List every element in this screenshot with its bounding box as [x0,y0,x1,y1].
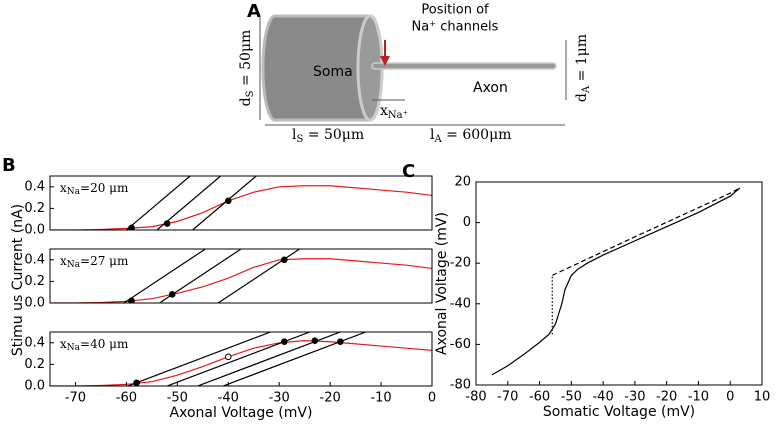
x-tick-label: -70 [65,391,86,406]
annotation: xNa=27 μm [60,254,129,270]
series-line [192,176,257,230]
y-tick-label: -80 [450,378,471,393]
point [280,338,288,346]
panel-label: C [402,161,415,182]
point [168,291,176,298]
y-tick-label: 0 [463,215,471,230]
y-tick-label: 0.2 [24,201,45,216]
y-tick-label: 0.2 [24,274,45,289]
axon-diameter: dA = 1μm [574,34,592,102]
x-tick-label: 10 [754,390,771,405]
point [337,338,344,346]
x-tick-label: -10 [688,390,709,405]
y-tick-label: 0.2 [24,357,45,372]
x-tick-label: -40 [218,391,239,406]
series-line [127,332,271,386]
point [133,379,140,386]
axon-length: lA = 600μm [430,127,511,145]
series-line [197,332,341,386]
x-tick-label: -80 [465,390,486,405]
x-tick-label: -20 [320,391,341,406]
point [163,220,171,227]
panel-label: B [2,155,16,176]
y-tick-label: -60 [450,337,471,352]
y-tick-label: 0.0 [24,296,45,311]
series-line [123,249,206,303]
point [280,256,288,264]
axes-frame [49,331,433,387]
y-tick-label: -20 [450,256,471,271]
point [311,337,319,344]
series-line [50,185,432,230]
plot-area [50,249,432,303]
y-axis-label: Axonal Voltage (mV) [434,212,450,355]
y-tick-label: 0.0 [24,379,45,394]
axes-frame [475,181,763,386]
y-tick-label: 0.4 [24,252,45,267]
x-tick-label: -50 [167,391,188,406]
soma-length: lS = 50μm [292,127,364,145]
series-line [166,332,310,386]
x-tick-label: -10 [370,391,391,406]
soma-label: Soma [313,64,353,80]
y-tick-label: -40 [450,296,471,311]
panel-label: A [247,1,261,22]
point [224,197,232,205]
axon-label: Axon [473,80,508,96]
y-axis-label: Stimu us Current (nA) [10,204,26,356]
y-tick-label: 20 [454,175,471,190]
x-tick-label: -60 [529,390,550,405]
plot-area [50,332,432,386]
panel-a: A Soma Axon Position of Na⁺ channels dS … [238,1,592,145]
point [224,353,232,361]
series-line [217,249,300,303]
x-tick-label: -30 [269,391,290,406]
axes-frame [49,248,433,304]
y-tick-label: 0.0 [24,223,45,238]
x-tick-label: 0 [428,391,436,406]
axon-shape [371,62,557,70]
point [128,224,135,230]
y-tick-label: 0.4 [24,335,45,350]
channel-label: Na⁺ channels [412,20,499,35]
axes-frame [49,175,433,231]
x-tick-label: -30 [624,390,645,405]
series-line [50,258,432,303]
x-tick-label: -70 [497,390,518,405]
x-tick-label: -20 [656,390,677,405]
annotation: xNa=40 μm [60,337,129,353]
channel-label: Position of [421,3,489,18]
channel-arrow-head [380,56,390,66]
soma-diameter: dS = 50μm [238,30,256,107]
series-line [552,187,741,276]
y-tick-label: 0.4 [24,179,45,194]
x-tick-label: -50 [561,390,582,405]
x-tick-label: 0 [726,390,734,405]
series-line [491,187,741,376]
x-axis-label: Axonal Voltage (mV) [170,405,313,421]
x-axis-label: Somatic Voltage (mV) [543,404,695,420]
plot-area [491,187,741,376]
series-line [222,332,366,386]
series-line [50,340,432,386]
series-line [126,176,191,230]
plot-area [50,176,432,230]
x-tick-label: -60 [116,391,137,406]
x-tick-label: -40 [592,390,613,405]
annotation: xNa=20 μm [60,181,129,197]
channel-distance: xNa⁺ [380,103,408,121]
point [128,297,135,303]
